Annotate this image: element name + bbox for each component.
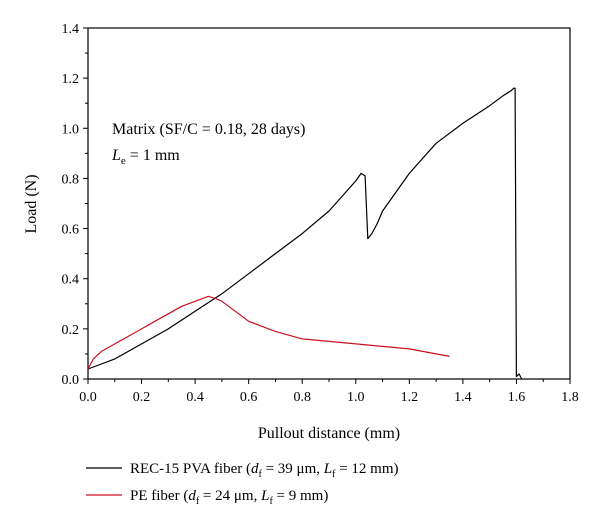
plot-frame bbox=[87, 27, 571, 380]
x-axis-title: Pullout distance (mm) bbox=[258, 425, 400, 442]
series-group bbox=[87, 87, 523, 380]
x-tick-label-7: 1.4 bbox=[454, 390, 472, 405]
series-line-0 bbox=[87, 87, 523, 380]
x-tick-label-9: 1.8 bbox=[561, 390, 579, 405]
annotation-matrix: Matrix (SF/C = 0.18, 28 days) bbox=[112, 121, 305, 138]
x-tick-label-0: 0.0 bbox=[79, 390, 97, 405]
y-tick-label-3: 0.6 bbox=[62, 223, 80, 238]
y-axis-title: Load (N) bbox=[23, 174, 40, 233]
x-tick-label-4: 0.8 bbox=[293, 390, 311, 405]
plot-area bbox=[87, 27, 571, 380]
y-tick-label-1: 0.2 bbox=[62, 323, 80, 338]
series-line-1 bbox=[87, 295, 450, 370]
x-tick-label-5: 1.0 bbox=[347, 390, 365, 405]
y-tick-label-2: 0.4 bbox=[62, 273, 80, 288]
y-axis: 0.0 0.2 0.4 0.6 0.8 1.0 1.2 1.4 bbox=[62, 22, 88, 388]
x-tick-label-3: 0.6 bbox=[240, 390, 258, 405]
legend-label-pva: REC-15 PVA fiber (df = 39 μm, Lf = 12 mm… bbox=[130, 461, 398, 480]
annotation-L-sub: e bbox=[121, 155, 126, 167]
x-axis: 0.0 0.2 0.4 0.6 0.8 1.0 1.2 1.4 1.6 1.8 bbox=[79, 379, 579, 405]
legend: REC-15 PVA fiber (df = 39 μm, Lf = 12 mm… bbox=[86, 461, 398, 507]
y-tick-label-4: 0.8 bbox=[62, 172, 80, 187]
x-tick-label-2: 0.4 bbox=[186, 390, 204, 405]
x-tick-label-6: 1.2 bbox=[401, 390, 419, 405]
annotation-embedded-length: Le = 1 mm bbox=[111, 147, 180, 167]
y-tick-label-0: 0.0 bbox=[62, 373, 80, 388]
y-tick-label-5: 1.0 bbox=[62, 122, 80, 137]
annotation-L: L bbox=[111, 147, 121, 164]
x-tick-label-1: 0.2 bbox=[133, 390, 151, 405]
x-tick-label-8: 1.6 bbox=[508, 390, 526, 405]
y-tick-label-7: 1.4 bbox=[62, 22, 80, 37]
legend-label-pe: PE fiber (df = 24 μm, Lf = 9 mm) bbox=[130, 488, 328, 507]
annotation-L-value: = 1 mm bbox=[126, 147, 180, 164]
y-tick-label-6: 1.2 bbox=[62, 72, 80, 87]
